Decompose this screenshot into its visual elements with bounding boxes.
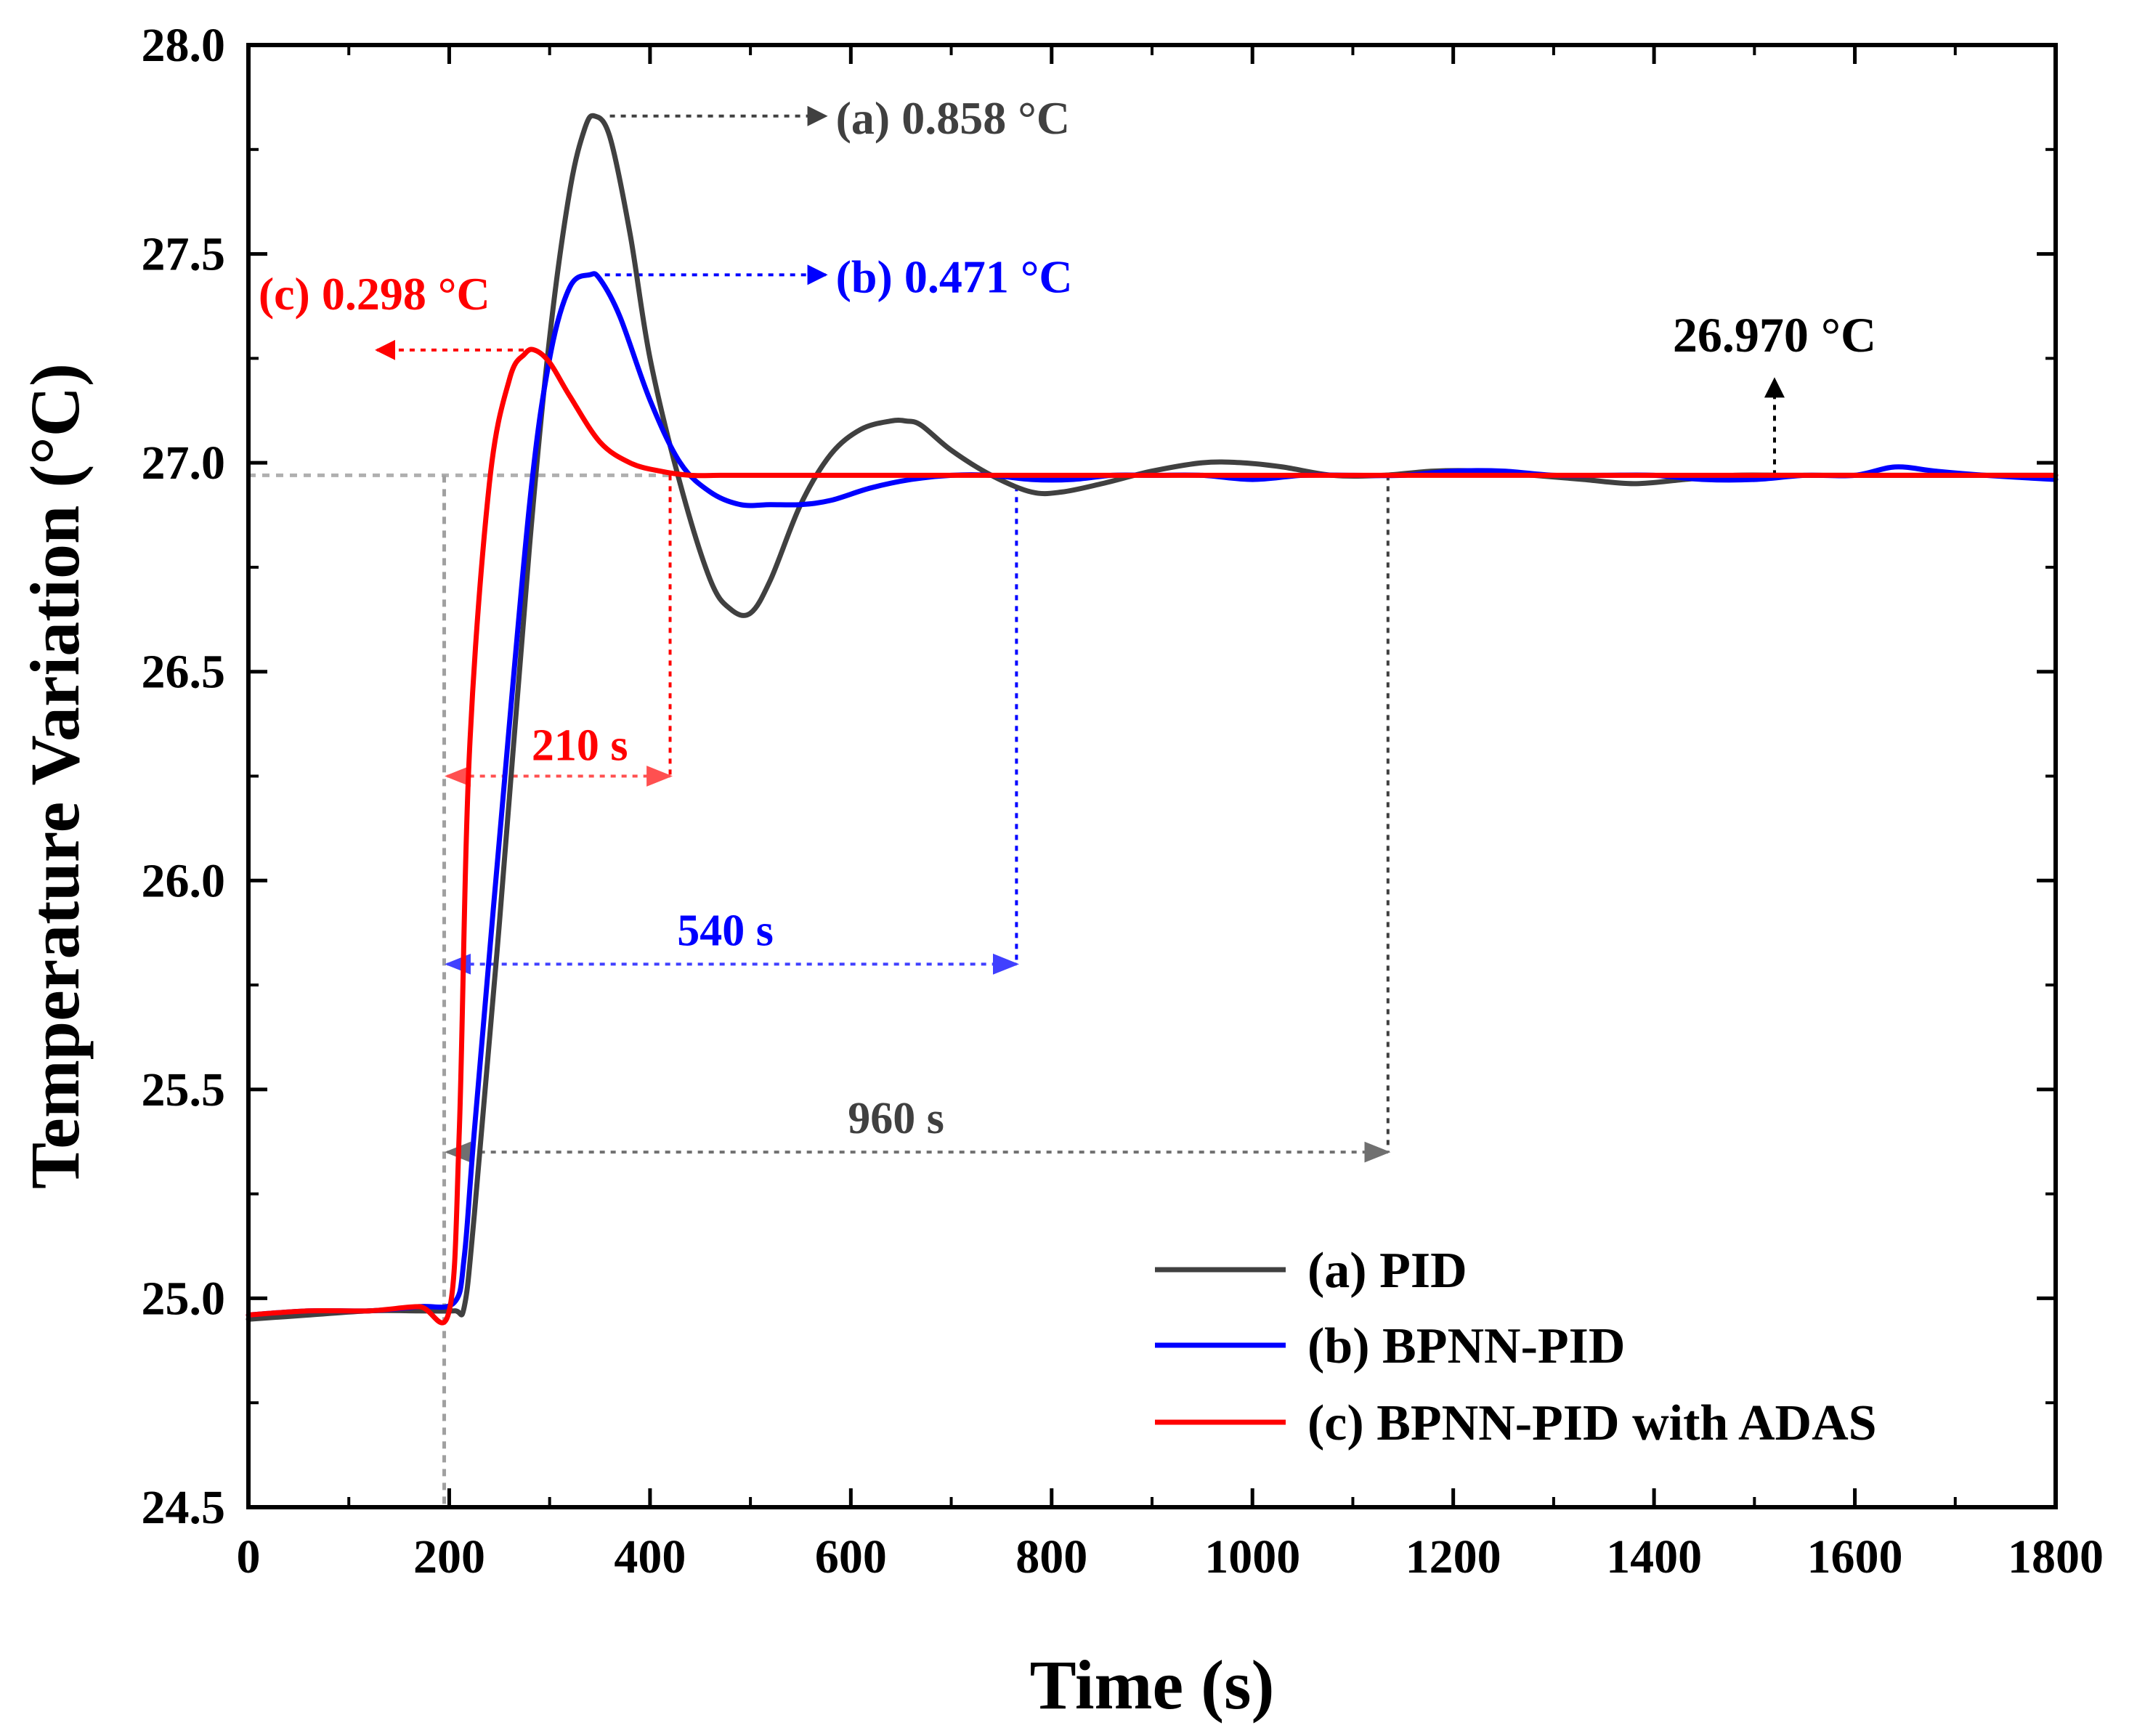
x-tick-label: 0 [237,1530,261,1583]
annotation-settle-adas: 210 s [532,721,628,771]
y-tick-label: 27.0 [142,437,226,490]
x-axis-title: Time (s) [1030,1646,1275,1724]
annotation-peak-pid: (a) 0.858 °C [836,92,1070,144]
series-layer [246,113,2059,1326]
x-tick-label: 200 [413,1530,485,1583]
tick-labels: 0 200 400 600 800 1000 1200 1400 1600 1800 24.5 25.… [142,19,2104,1583]
y-axis-title: Temperature Variation (°C) [16,363,94,1189]
annotation-peak-bpnn: (b) 0.471 °C [836,251,1073,302]
annotation-settle-bpnn: 540 s [677,906,774,955]
y-tick-label: 26.5 [142,646,226,699]
x-tick-label: 600 [815,1530,887,1583]
y-tick-label: 24.5 [142,1481,226,1534]
annotation-peak-adas: (c) 0.298 °C [259,268,490,320]
y-tick-label: 28.0 [142,19,226,72]
annotation-setpoint: 26.970 °C [1673,307,1876,362]
legend: (a) PID (b) BPNN-PID (c) BPNN-PID with A… [1155,1243,1877,1451]
plot-frame [246,43,2058,1509]
legend-label-adas: (c) BPNN-PID with ADAS [1307,1395,1877,1451]
legend-label-bpnn: (b) BPNN-PID [1307,1318,1625,1374]
y-tick-label: 25.5 [142,1063,226,1116]
x-tick-label: 1200 [1406,1530,1501,1583]
x-tick-label: 1000 [1204,1530,1300,1583]
legend-label-pid: (a) PID [1307,1243,1467,1299]
x-tick-label: 400 [614,1530,686,1583]
annotations: (a) 0.858 °C (b) 0.471 °C (c) 0.298 °C 2… [259,92,1876,1143]
y-tick-label: 25.0 [142,1272,226,1325]
x-tick-label: 1400 [1606,1530,1702,1583]
series-line-bpnn [246,271,2059,1318]
series-line-adas [246,346,2059,1326]
y-tick-label: 27.5 [142,228,226,281]
x-tick-label: 800 [1015,1530,1087,1583]
axis-ticks [246,43,2058,1509]
series-line-pid [246,113,2059,1322]
x-tick-label: 1800 [2008,1530,2104,1583]
y-tick-label: 26.0 [142,854,226,907]
x-tick-label: 1600 [1807,1530,1903,1583]
annotation-settle-pid: 960 s [848,1094,944,1143]
